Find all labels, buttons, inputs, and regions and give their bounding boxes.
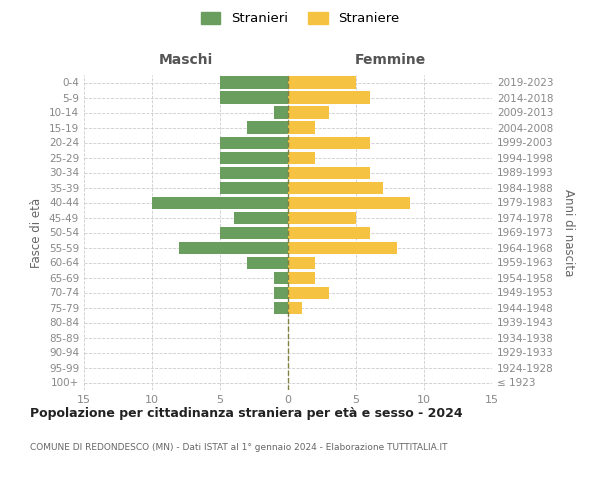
Bar: [288, 136, 370, 148]
Y-axis label: Fasce di età: Fasce di età: [31, 198, 43, 268]
Bar: [220, 76, 288, 88]
Bar: [274, 286, 288, 298]
Bar: [152, 196, 288, 208]
Bar: [288, 196, 410, 208]
Bar: [288, 92, 370, 104]
Text: COMUNE DI REDONDESCO (MN) - Dati ISTAT al 1° gennaio 2024 - Elaborazione TUTTITA: COMUNE DI REDONDESCO (MN) - Dati ISTAT a…: [30, 442, 448, 452]
Bar: [274, 272, 288, 283]
Bar: [220, 152, 288, 164]
Bar: [247, 256, 288, 268]
Text: Popolazione per cittadinanza straniera per età e sesso - 2024: Popolazione per cittadinanza straniera p…: [30, 408, 463, 420]
Y-axis label: Anni di nascita: Anni di nascita: [562, 189, 575, 276]
Bar: [220, 136, 288, 148]
Legend: Stranieri, Straniere: Stranieri, Straniere: [196, 6, 404, 30]
Bar: [288, 272, 315, 283]
Bar: [288, 286, 329, 298]
Bar: [288, 106, 329, 118]
Text: Maschi: Maschi: [159, 54, 213, 68]
Bar: [288, 76, 356, 88]
Bar: [220, 92, 288, 104]
Bar: [288, 182, 383, 194]
Bar: [220, 182, 288, 194]
Bar: [220, 226, 288, 238]
Bar: [274, 302, 288, 314]
Bar: [288, 302, 302, 314]
Bar: [220, 166, 288, 178]
Bar: [288, 242, 397, 254]
Bar: [288, 152, 315, 164]
Bar: [247, 122, 288, 134]
Text: Femmine: Femmine: [355, 54, 425, 68]
Bar: [274, 106, 288, 118]
Bar: [288, 212, 356, 224]
Bar: [288, 256, 315, 268]
Bar: [288, 226, 370, 238]
Bar: [288, 122, 315, 134]
Bar: [233, 212, 288, 224]
Bar: [288, 166, 370, 178]
Bar: [179, 242, 288, 254]
